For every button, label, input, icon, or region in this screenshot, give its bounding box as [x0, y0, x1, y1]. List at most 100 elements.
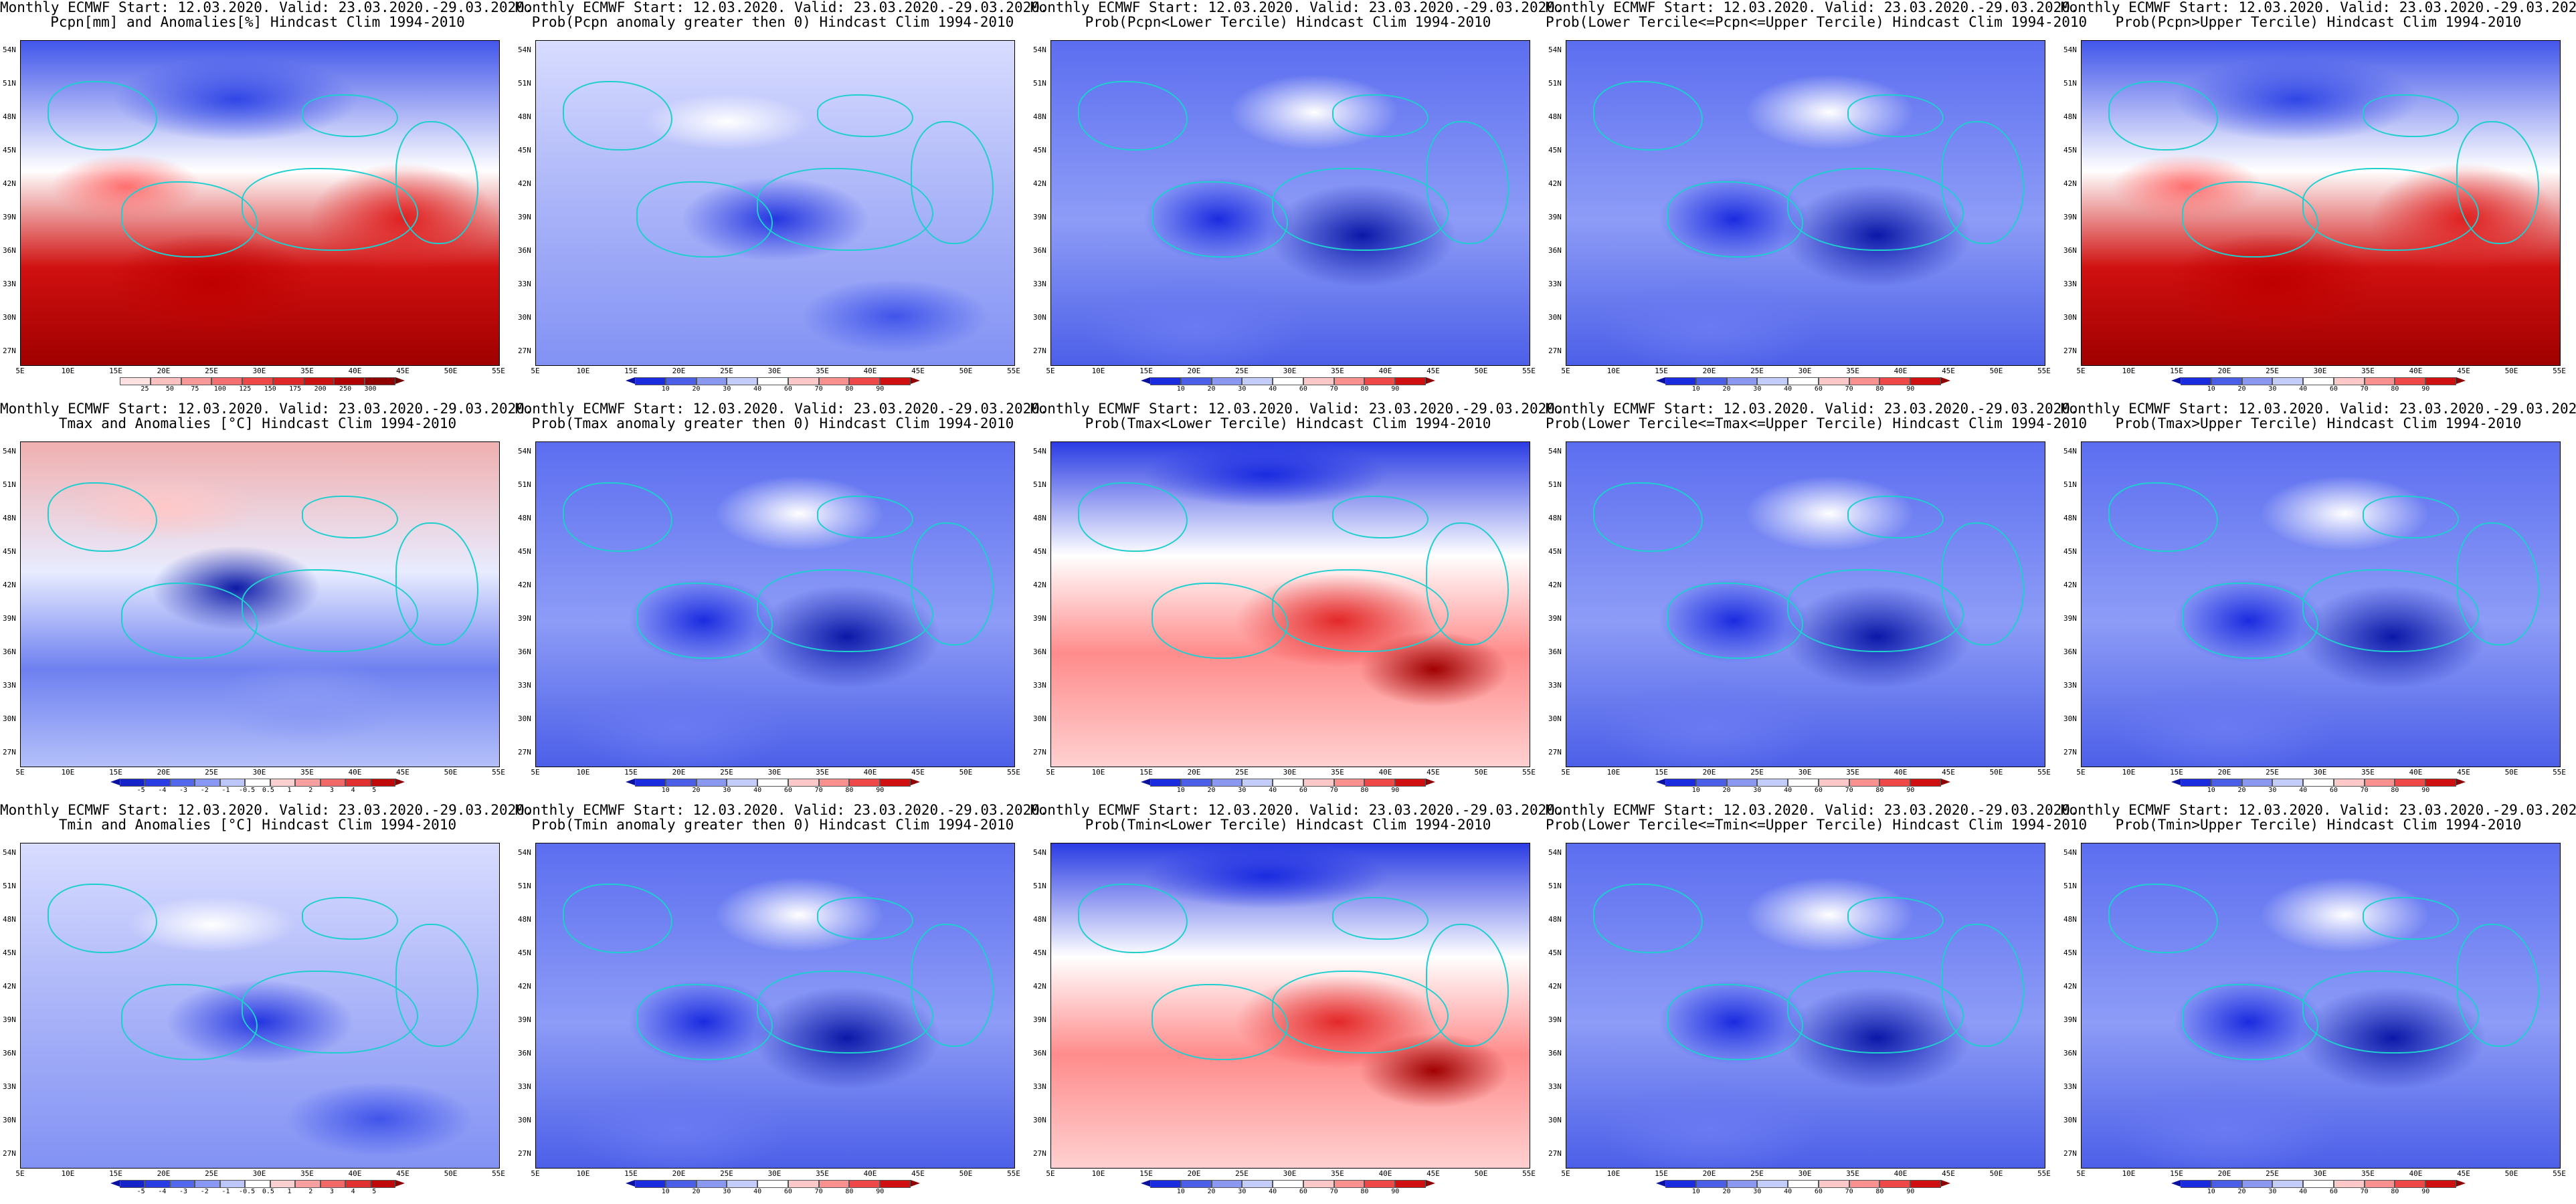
colorbar-swatch	[818, 1180, 850, 1188]
coastline-outline	[1272, 168, 1449, 251]
colorbar-swatch	[2333, 779, 2365, 787]
colorbar-swatch	[270, 779, 296, 787]
colorbar-label: 90	[1391, 787, 1400, 794]
longitude-tick: 50E	[1989, 1169, 2003, 1178]
coastline-outline	[1426, 522, 1509, 645]
colorbar-label: 40	[1784, 1188, 1792, 1195]
colorbar-swatch	[1150, 779, 1181, 787]
map-panel: Monthly ECMWF Start: 12.03.2020. Valid: …	[515, 401, 1048, 803]
longitude-tick: 25E	[205, 1169, 218, 1178]
longitude-tick: 40E	[863, 367, 877, 375]
panel-title-line1: Monthly ECMWF Start: 12.03.2020. Valid: …	[515, 0, 1048, 15]
latitude-tick: 39N	[1548, 213, 1562, 221]
latitude-tick: 54N	[3, 848, 16, 857]
longitude-tick: 45E	[2457, 367, 2470, 375]
latitude-tick: 45N	[518, 146, 531, 155]
latitude-tick: 45N	[2063, 948, 2077, 957]
panel-title-line1: Monthly ECMWF Start: 12.03.2020. Valid: …	[1546, 401, 2079, 417]
colorbar-swatch	[788, 779, 819, 787]
coastline-outline	[1787, 569, 1964, 652]
coastline-outline	[817, 94, 913, 137]
coastline-outline	[1426, 924, 1509, 1047]
colorbar-swatch	[727, 1180, 758, 1188]
colorbar-swatch	[1303, 377, 1334, 385]
coastline-outline	[2302, 569, 2479, 652]
colorbar-label: 90	[876, 385, 885, 393]
longitude-tick: 55E	[2553, 367, 2566, 375]
latitude-tick: 30N	[518, 714, 531, 723]
colorbar-swatch	[1818, 779, 1849, 787]
colorbar-swatch	[1303, 1180, 1334, 1188]
latitude-tick: 33N	[518, 681, 531, 690]
colorbar-swatch	[295, 1180, 320, 1188]
latitude-tick: 48N	[1548, 112, 1562, 121]
latitude-tick: 51N	[2063, 79, 2077, 88]
latitude-tick: 51N	[3, 882, 16, 890]
longitude-tick: 50E	[444, 367, 458, 375]
coastline-outline	[1941, 522, 2024, 645]
colorbar-label: 20	[1207, 787, 1216, 794]
latitude-tick: 45N	[518, 547, 531, 556]
latitude-tick: 30N	[1033, 1116, 1046, 1124]
map-plot	[20, 40, 500, 366]
panel-title-line2: Prob(Tmax anomaly greater then 0) Hindca…	[531, 415, 1014, 431]
latitude-tick: 42N	[3, 982, 16, 991]
colorbar-swatch	[1395, 1180, 1427, 1188]
coastline-outline	[2363, 94, 2459, 137]
colorbar-swatch	[242, 377, 273, 385]
colorbar-swatch	[880, 377, 911, 385]
longitude-tick: 50E	[2504, 768, 2518, 777]
latitude-tick: 51N	[2063, 882, 2077, 890]
colorbar-swatch	[727, 779, 758, 787]
colorbar-label: 10	[2207, 385, 2215, 393]
colorbar-label: 10	[1176, 787, 1185, 794]
colorbar-swatch	[1180, 377, 1212, 385]
latitude-tick: 27N	[518, 1149, 531, 1158]
latitude-tick: 27N	[3, 1149, 16, 1158]
colorbar-swatch	[665, 377, 697, 385]
map-plot	[2081, 441, 2561, 767]
colorbar-swatch	[1364, 1180, 1396, 1188]
latitude-tick: 42N	[1548, 179, 1562, 188]
latitude-tick: 27N	[1548, 1149, 1562, 1158]
colorbar-swatch	[1333, 1180, 1365, 1188]
panel-title-line2: Pcpn[mm] and Anomalies[%] Hindcast Clim …	[50, 14, 465, 30]
latitude-tick: 27N	[518, 748, 531, 757]
panel-title: Monthly ECMWF Start: 12.03.2020. Valid: …	[2061, 0, 2576, 33]
colorbar-label: 100	[213, 385, 226, 393]
colorbar-swatch	[2364, 779, 2395, 787]
longitude-tick: 20E	[157, 1169, 171, 1178]
longitude-tick: 15E	[1655, 768, 1668, 777]
coastline-outline	[1667, 984, 1803, 1060]
latitude-tick: 30N	[2063, 313, 2077, 322]
coastline-outline	[1941, 121, 2024, 244]
longitude-tick: 40E	[348, 768, 362, 777]
coastline-outline	[1667, 583, 1803, 659]
colorbar-label: 70	[2360, 385, 2369, 393]
longitude-tick: 20E	[672, 1169, 686, 1178]
panel-title-line2: Prob(Pcpn anomaly greater then 0) Hindca…	[531, 14, 1014, 30]
latitude-tick: 36N	[3, 246, 16, 255]
latitude-tick: 30N	[3, 714, 16, 723]
coastline-outline	[395, 121, 478, 244]
colorbar-label: 80	[1875, 385, 1884, 393]
longitude-tick: 35E	[2361, 1169, 2375, 1178]
coastline-outline	[1078, 81, 1188, 150]
colorbar-swatch	[2333, 377, 2365, 385]
colorbar-swatch	[334, 377, 365, 385]
colorbar-swatch	[120, 377, 151, 385]
latitude-tick: 54N	[3, 447, 16, 456]
longitude-tick: 35E	[816, 367, 829, 375]
colorbar-label: 80	[1875, 787, 1884, 794]
colorbar-label: 60	[1299, 1188, 1307, 1195]
longitude-tick: 50E	[1989, 367, 2003, 375]
longitude-tick: 50E	[1474, 768, 1488, 777]
map-plot	[1566, 843, 2045, 1169]
coastline-outline	[302, 897, 398, 940]
coastline-outline	[2182, 984, 2318, 1060]
latitude-tick: 27N	[3, 748, 16, 757]
panel-title: Monthly ECMWF Start: 12.03.2020. Valid: …	[0, 0, 533, 33]
colorbar: 10 20 30 40 60 70 80 90	[1141, 1180, 1436, 1204]
colorbar-swatch	[1818, 1180, 1849, 1188]
longitude-tick: 10E	[2122, 768, 2136, 777]
